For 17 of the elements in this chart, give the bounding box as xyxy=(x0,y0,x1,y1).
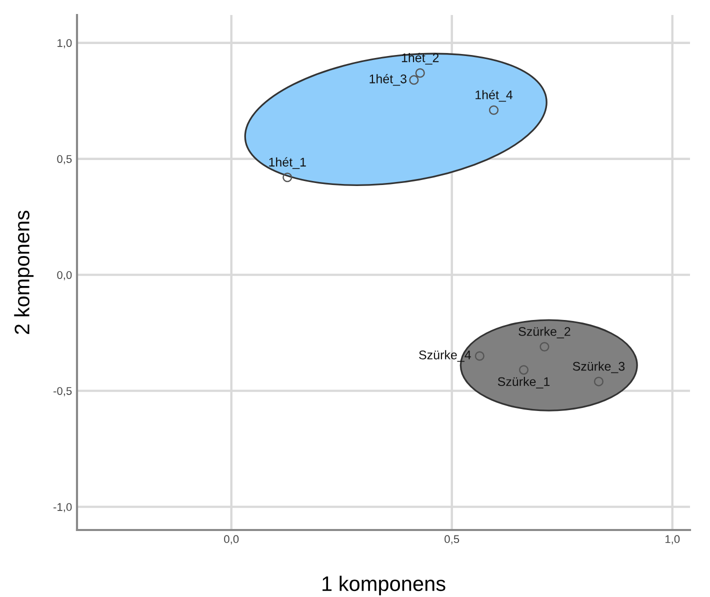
y-tick-label: 0,0 xyxy=(57,271,72,280)
annotation: Szürke_3 xyxy=(572,362,625,374)
y-tick-label: 1,0 xyxy=(58,39,72,48)
y-tick-label: -1,0 xyxy=(53,503,72,512)
annotation: 1hét_1 xyxy=(269,157,306,169)
y-tick-label: 0,5 xyxy=(57,155,72,164)
annotation: 1hét_4 xyxy=(476,90,513,102)
x-tick-label: 0,5 xyxy=(444,535,460,544)
y-tick-label: -0,5 xyxy=(53,387,72,396)
annotation: 1hét_2 xyxy=(402,52,439,65)
x-tick-label: 1,0 xyxy=(665,535,680,544)
annotation: 1hét_3 xyxy=(370,74,406,86)
y-axis-title: 2 komponens xyxy=(14,210,34,334)
x-tick-label: 0,0 xyxy=(224,535,239,544)
annotation: Szürke_2 xyxy=(518,326,570,338)
annotation: Szürke_1 xyxy=(498,376,550,388)
x-axis-title: 1 komponens xyxy=(322,576,446,596)
